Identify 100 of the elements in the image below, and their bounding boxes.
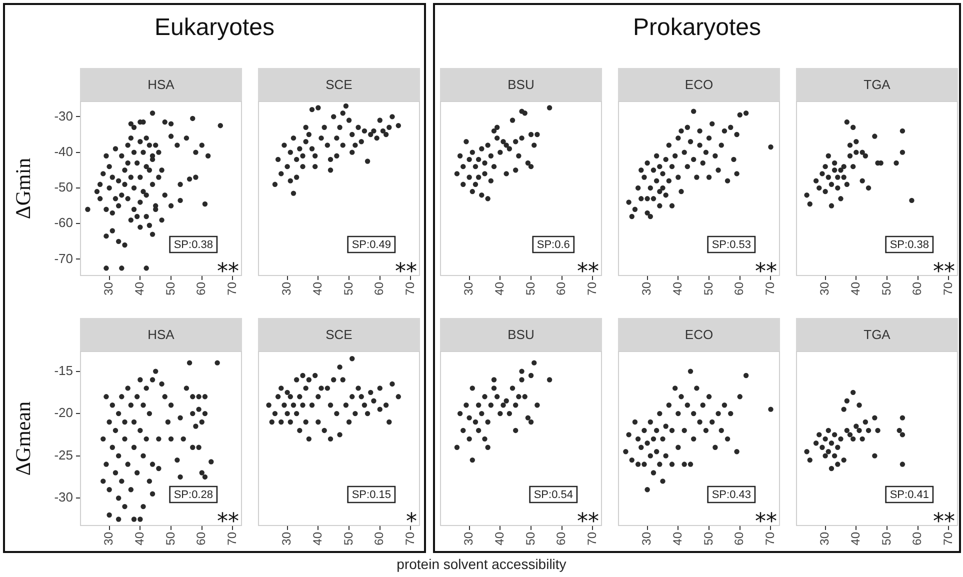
- point: [862, 419, 868, 425]
- point: [519, 135, 524, 141]
- point: [638, 196, 644, 202]
- point: [470, 457, 475, 463]
- point: [676, 444, 681, 450]
- chart-subtitle: HSA: [80, 318, 242, 351]
- y-tick-label: -70: [54, 250, 73, 266]
- point: [666, 178, 672, 184]
- point: [312, 164, 318, 170]
- point: [275, 394, 281, 400]
- y-tick-label: -30: [54, 490, 73, 505]
- point: [854, 150, 859, 155]
- point: [485, 142, 490, 148]
- point: [743, 110, 749, 116]
- point: [847, 142, 853, 148]
- chart-subtitle: HSA: [80, 68, 242, 101]
- point: [648, 185, 653, 191]
- point: [294, 156, 300, 162]
- point: [350, 356, 355, 362]
- point: [278, 419, 284, 425]
- point: [657, 188, 662, 194]
- point: [822, 188, 828, 194]
- point: [654, 449, 660, 454]
- point: [358, 394, 364, 400]
- point: [703, 150, 709, 155]
- point: [654, 178, 660, 184]
- point: [528, 372, 534, 378]
- point: [632, 419, 638, 425]
- point: [316, 394, 321, 400]
- point: [494, 394, 500, 400]
- point: [504, 171, 509, 176]
- point: [510, 386, 516, 391]
- point: [371, 398, 376, 404]
- point: [862, 153, 868, 158]
- point: [663, 156, 668, 162]
- point: [838, 436, 844, 442]
- point: [377, 386, 382, 391]
- point: [278, 386, 284, 391]
- point: [875, 428, 880, 434]
- point: [472, 419, 478, 425]
- point: [660, 478, 666, 484]
- x-tick-label: 30: [818, 532, 832, 546]
- x-tick-label: 50: [523, 532, 538, 546]
- point: [734, 171, 740, 176]
- point: [847, 153, 853, 158]
- point: [684, 124, 690, 130]
- point: [676, 174, 681, 180]
- point: [522, 394, 528, 400]
- x-tick-label: 60: [732, 282, 746, 296]
- point: [682, 150, 687, 155]
- annotation: SP:0.54: [534, 489, 573, 502]
- point: [340, 142, 346, 148]
- point: [525, 160, 531, 166]
- point: [768, 406, 774, 412]
- point: [337, 432, 342, 438]
- point: [383, 132, 389, 138]
- point: [288, 150, 293, 155]
- point: [500, 139, 506, 144]
- point: [860, 178, 865, 184]
- point: [309, 402, 315, 408]
- point: [390, 114, 395, 120]
- point: [688, 462, 694, 467]
- annotation: SP:0.38: [174, 239, 213, 252]
- point: [638, 444, 644, 450]
- point: [663, 192, 668, 198]
- point: [528, 132, 534, 138]
- point: [820, 171, 825, 176]
- point: [900, 415, 906, 420]
- point: [734, 449, 740, 454]
- point: [838, 168, 844, 173]
- point: [306, 377, 312, 382]
- x-tick-label: 30: [640, 282, 654, 296]
- point: [297, 394, 302, 400]
- point: [290, 190, 296, 196]
- point: [642, 428, 647, 434]
- point: [718, 428, 724, 434]
- point: [716, 410, 721, 416]
- chart-subtitle: ECO: [618, 318, 780, 351]
- point: [272, 182, 278, 187]
- point: [362, 402, 368, 408]
- point: [706, 174, 712, 180]
- point: [371, 128, 376, 134]
- annotation: SP:0.38: [890, 239, 929, 252]
- point: [513, 168, 518, 173]
- point: [488, 402, 494, 408]
- point: [328, 156, 334, 162]
- y-tick-label: -50: [54, 180, 73, 195]
- point: [691, 410, 696, 416]
- chart-title: Eukaryotes: [153, 14, 276, 42]
- point: [724, 178, 730, 184]
- x-tick-label: 50: [879, 282, 894, 296]
- point: [491, 128, 497, 134]
- point: [284, 390, 290, 396]
- point: [350, 394, 355, 400]
- point: [331, 114, 336, 120]
- point: [466, 415, 472, 420]
- x-tick-label: 30: [280, 532, 294, 546]
- point: [300, 402, 306, 408]
- x-tick-label: 50: [523, 282, 538, 296]
- point: [482, 160, 488, 166]
